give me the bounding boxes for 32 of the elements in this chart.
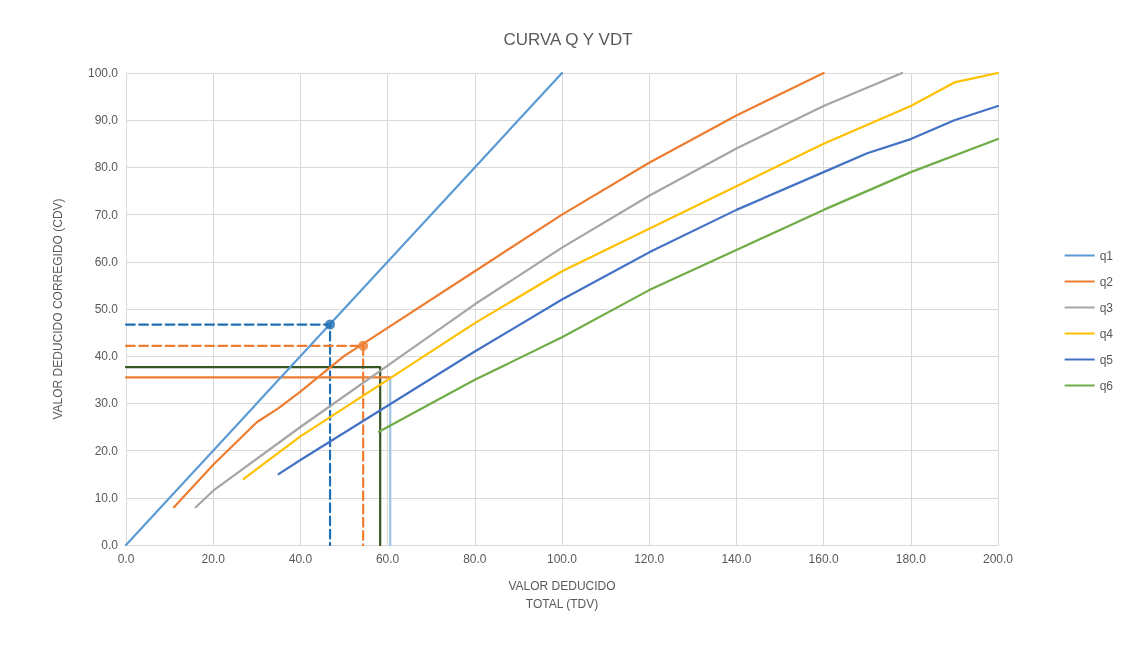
x-tick-label: 180.0	[895, 552, 927, 566]
x-tick-label: 60.0	[375, 552, 400, 566]
x-tick-label: 100.0	[546, 552, 578, 566]
legend-label: q5	[1099, 352, 1114, 367]
y-tick-label: 90.0	[94, 113, 119, 128]
legend-label: q2	[1099, 274, 1114, 289]
y-tick-label: 50.0	[94, 302, 119, 316]
legend-label: q1	[1099, 248, 1114, 263]
x-tick-label: 140.0	[721, 552, 752, 566]
x-axis-title: VALOR DEDUCIDO TOTAL (TDV)	[508, 579, 616, 611]
y-axis-title: VALOR DEDUCIDO CORREGIDO (CDV)	[51, 198, 65, 420]
chart-title: CURVA Q Y VDT	[503, 30, 633, 49]
y-tick-label: 20.0	[94, 443, 119, 458]
legend-label: q4	[1099, 326, 1114, 341]
x-tick-label: 160.0	[808, 552, 839, 566]
y-tick-label: 30.0	[94, 396, 119, 411]
x-tick-label: 200.0	[982, 552, 1014, 566]
y-tick-label: 0.0	[101, 538, 119, 552]
x-tick-label: 40.0	[288, 552, 313, 566]
x-tick-label: 120.0	[634, 552, 665, 566]
x-tick-label: 80.0	[463, 552, 487, 566]
y-tick-label: 40.0	[94, 349, 119, 364]
legend-label: q6	[1099, 378, 1114, 393]
y-tick-label: 70.0	[94, 207, 119, 222]
legend-label: q3	[1099, 300, 1114, 315]
x-tick-label: 20.0	[201, 552, 226, 566]
y-tick-label: 60.0	[94, 254, 119, 269]
y-tick-label: 10.0	[94, 490, 119, 505]
line-series	[377, 137, 1000, 433]
y-tick-label: 100.0	[87, 66, 119, 80]
x-tick-label: 0.0	[117, 552, 135, 566]
y-tick-label: 80.0	[94, 160, 119, 175]
